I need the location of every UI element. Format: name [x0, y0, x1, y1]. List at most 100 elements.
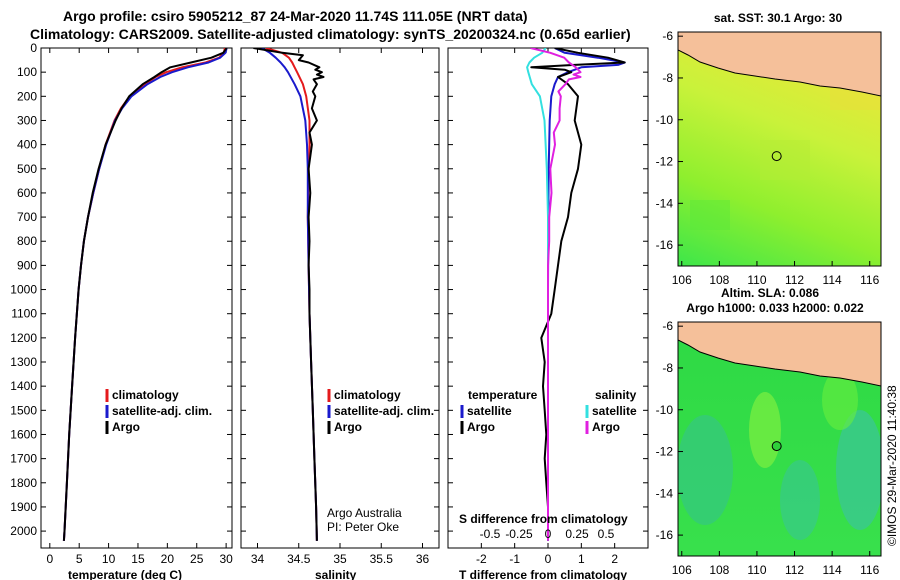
sla-map-subtitle: Argo h1000: 0.033 h2000: 0.022: [686, 301, 864, 315]
series-line-argo: [253, 48, 325, 541]
depth-tick-label: 1800: [10, 476, 37, 490]
salinity-legend: climatology satellite-adj. clim. Argo: [327, 388, 434, 434]
sla-high-patch: [749, 392, 781, 468]
legend-label-t-argo: Argo: [467, 420, 495, 434]
series-line-temperature-argo: [530, 48, 626, 541]
sla-high-patch: [822, 370, 858, 430]
x-tick-label: 35: [333, 552, 347, 566]
map-x-tick-label: 108: [709, 563, 729, 577]
depth-tick-label: 1600: [10, 427, 37, 441]
depth-tick-label: 1000: [10, 283, 37, 297]
legend-title-salinity: salinity: [595, 388, 637, 402]
java-coastline: [678, 32, 881, 97]
salinity-plot-frame: [240, 47, 440, 549]
map-y-tick-label: -6: [662, 319, 673, 333]
depth-tick-label: 1400: [10, 379, 37, 393]
header-line-1: Argo profile: csiro 5905212_87 24-Mar-20…: [63, 8, 528, 24]
legend-label-s-argo: Argo: [592, 420, 620, 434]
map-y-tick-label: -16: [656, 528, 674, 542]
legend-label-satellite: satellite-adj. clim.: [112, 404, 212, 418]
s-diff-tick-label: -0.5: [480, 527, 501, 541]
s-diff-tick-label: -0.25: [505, 527, 533, 541]
temperature-plot-frame: [40, 47, 233, 549]
series-line-argo: [62, 48, 228, 541]
map-x-tick-label: 116: [860, 273, 879, 287]
sst-patch: [760, 140, 810, 180]
x-tick-label: 0: [46, 552, 53, 566]
depth-tick-label: 800: [17, 234, 37, 248]
temperature-axis-label: temperature (deg C): [68, 568, 182, 580]
depth-tick-label: 400: [17, 138, 37, 152]
sla-map-frame: [677, 321, 882, 557]
depth-tick-label: 900: [17, 258, 37, 272]
header-line-2: Climatology: CARS2009. Satellite-adjuste…: [30, 26, 631, 42]
series-line-salinity-argo: [530, 48, 582, 541]
legend-label-s-satellite: satellite: [592, 404, 637, 418]
map-y-tick-label: -14: [656, 196, 674, 210]
sla-low-patch: [678, 415, 733, 525]
legend-label-climatology: climatology: [334, 388, 401, 402]
legend-label-argo: Argo: [334, 420, 362, 434]
map-y-tick-label: -14: [656, 486, 674, 500]
map-x-tick-label: 114: [823, 563, 842, 577]
depth-tick-label: 100: [17, 65, 37, 79]
depth-tick-label: 200: [17, 89, 37, 103]
sst-patch: [690, 200, 730, 230]
x-tick-label: 5: [76, 552, 83, 566]
x-tick-label: 15: [131, 552, 145, 566]
x-tick-label: 36: [416, 552, 430, 566]
x-tick-label: 2: [611, 552, 618, 566]
legend-label-climatology: climatology: [112, 388, 179, 402]
legend-label-satellite: satellite-adj. clim.: [334, 404, 434, 418]
depth-tick-label: 700: [17, 210, 37, 224]
legend-label-argo: Argo: [112, 420, 140, 434]
imos-credit: ©IMOS 29-Mar-2020 11:40:38: [885, 385, 899, 546]
argo-position-marker: [771, 441, 782, 452]
depth-tick-label: 1700: [10, 452, 37, 466]
s-diff-tick-label: 0: [545, 527, 552, 541]
map-x-tick-label: 116: [860, 563, 879, 577]
sst-map-title: sat. SST: 30.1 Argo: 30: [714, 11, 843, 25]
map-x-tick-label: 108: [709, 273, 729, 287]
map-y-tick-label: -16: [656, 238, 674, 252]
x-tick-label: 20: [161, 552, 175, 566]
x-tick-label: 1: [578, 552, 585, 566]
map-x-tick-label: 112: [785, 563, 804, 577]
map-y-tick-label: -12: [656, 445, 674, 459]
map-x-tick-label: 110: [747, 273, 766, 287]
x-tick-label: 30: [219, 552, 233, 566]
java-coastline: [678, 322, 881, 387]
depth-tick-label: 600: [17, 186, 37, 200]
s-diff-tick-label: 0.5: [598, 527, 615, 541]
s-difference-axis-label: S difference from climatology: [459, 512, 628, 526]
depth-tick-label: 1100: [11, 307, 37, 321]
depth-tick-label: 1300: [10, 355, 37, 369]
difference-axis-label: T difference from climatology: [459, 568, 627, 580]
x-tick-label: 25: [190, 552, 204, 566]
map-x-tick-label: 106: [672, 273, 692, 287]
difference-legend: temperature salinity satellite Argo sate…: [460, 388, 637, 434]
s-diff-tick-label: 0.25: [565, 527, 589, 541]
map-x-tick-label: 110: [747, 563, 766, 577]
map-y-tick-label: -10: [656, 403, 674, 417]
depth-tick-label: 1500: [10, 403, 37, 417]
depth-tick-label: 2000: [10, 524, 37, 538]
map-y-tick-label: -8: [662, 71, 673, 85]
x-tick-label: 0: [545, 552, 552, 566]
x-tick-label: -1: [509, 552, 520, 566]
depth-tick-label: 1200: [10, 331, 37, 345]
sst-map-frame: [677, 31, 882, 267]
map-y-tick-label: -12: [656, 155, 674, 169]
depth-tick-label: 300: [17, 113, 37, 127]
x-tick-label: 34.5: [287, 552, 311, 566]
depth-tick-label: 0: [30, 41, 37, 55]
temperature-legend: climatology satellite-adj. clim. Argo: [105, 388, 212, 434]
sla-map: [678, 322, 881, 556]
map-y-tick-label: -10: [656, 113, 674, 127]
x-tick-label: 35.5: [370, 552, 394, 566]
legend-title-temperature: temperature: [468, 388, 538, 402]
x-tick-label: -2: [476, 552, 487, 566]
sla-low-patch: [780, 460, 820, 540]
sla-low-patch: [836, 410, 881, 530]
